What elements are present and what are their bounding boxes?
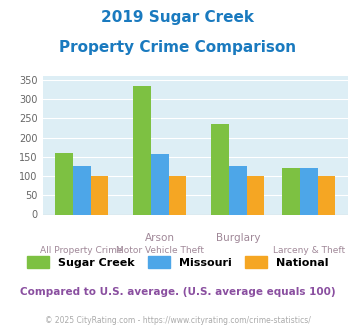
Bar xyxy=(151,154,169,214)
Bar xyxy=(73,166,91,214)
Text: © 2025 CityRating.com - https://www.cityrating.com/crime-statistics/: © 2025 CityRating.com - https://www.city… xyxy=(45,315,310,325)
Bar xyxy=(318,176,335,214)
Legend: Sugar Creek, Missouri, National: Sugar Creek, Missouri, National xyxy=(22,252,333,272)
Text: Burglary: Burglary xyxy=(215,233,260,243)
Text: All Property Crime: All Property Crime xyxy=(40,246,123,255)
Bar xyxy=(133,85,151,214)
Text: Arson: Arson xyxy=(145,233,175,243)
Text: Motor Vehicle Theft: Motor Vehicle Theft xyxy=(116,246,204,255)
Bar xyxy=(91,176,108,214)
Text: Property Crime Comparison: Property Crime Comparison xyxy=(59,40,296,54)
Text: 2019 Sugar Creek: 2019 Sugar Creek xyxy=(101,10,254,25)
Bar xyxy=(282,168,300,214)
Bar xyxy=(169,176,186,214)
Text: Larceny & Theft: Larceny & Theft xyxy=(273,246,345,255)
Bar xyxy=(247,176,264,214)
Bar xyxy=(55,153,73,215)
Bar xyxy=(229,166,247,214)
Bar xyxy=(300,168,318,214)
Text: Compared to U.S. average. (U.S. average equals 100): Compared to U.S. average. (U.S. average … xyxy=(20,287,335,297)
Bar xyxy=(211,124,229,214)
